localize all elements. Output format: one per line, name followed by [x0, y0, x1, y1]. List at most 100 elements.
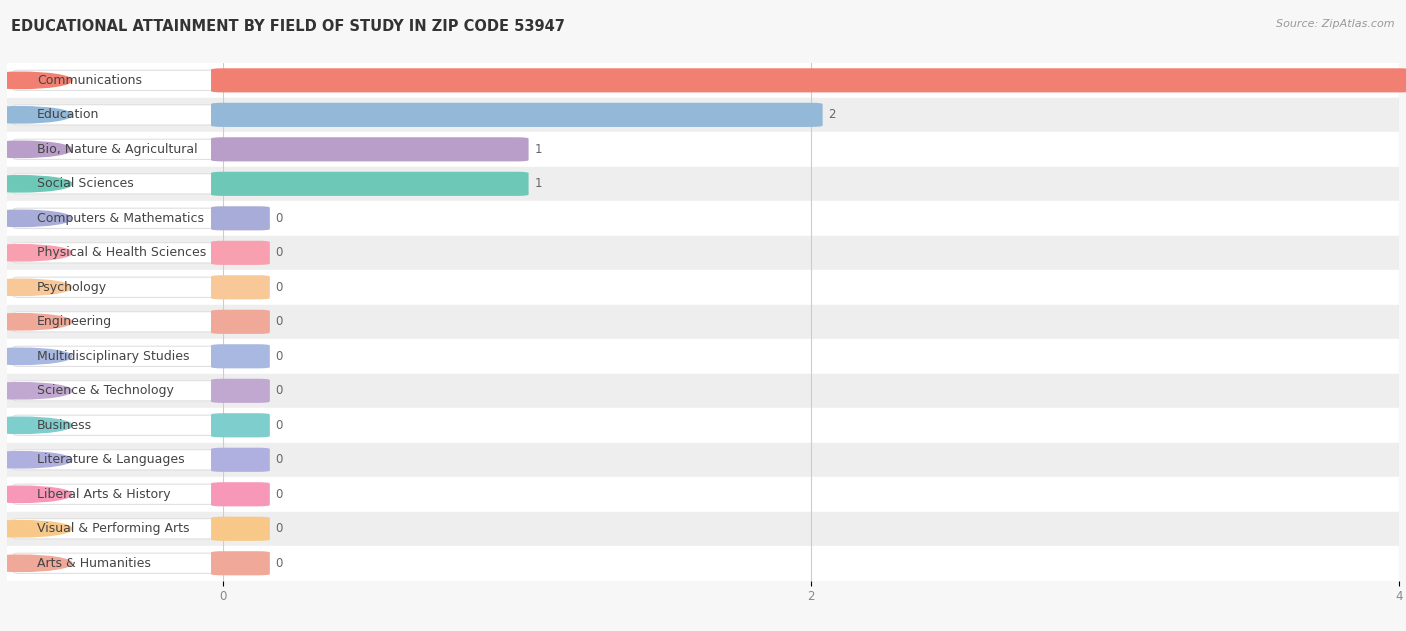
FancyBboxPatch shape [211, 413, 270, 437]
Circle shape [0, 175, 72, 192]
Text: 0: 0 [276, 246, 283, 259]
Circle shape [0, 314, 72, 330]
Circle shape [0, 72, 72, 88]
Text: 0: 0 [276, 350, 283, 363]
FancyBboxPatch shape [211, 379, 270, 403]
Bar [7, 63, 222, 98]
Text: 2: 2 [828, 109, 837, 121]
Text: Literature & Languages: Literature & Languages [37, 453, 184, 466]
Bar [7, 132, 222, 167]
Text: Social Sciences: Social Sciences [37, 177, 134, 191]
Text: Engineering: Engineering [37, 316, 112, 328]
Text: Science & Technology: Science & Technology [37, 384, 174, 398]
FancyBboxPatch shape [211, 517, 270, 541]
Bar [222, 374, 1399, 408]
Circle shape [0, 245, 72, 261]
Text: Education: Education [37, 109, 100, 121]
Text: Business: Business [37, 419, 93, 432]
Bar [222, 305, 1399, 339]
Bar [7, 477, 222, 512]
Circle shape [0, 348, 72, 365]
FancyBboxPatch shape [211, 448, 270, 472]
Circle shape [0, 417, 72, 433]
Text: 1: 1 [534, 177, 541, 191]
Bar [7, 546, 222, 581]
Text: Computers & Mathematics: Computers & Mathematics [37, 212, 204, 225]
Text: Physical & Health Sciences: Physical & Health Sciences [37, 246, 207, 259]
Bar [222, 546, 1399, 581]
FancyBboxPatch shape [211, 275, 270, 299]
Bar [222, 201, 1399, 235]
Text: Liberal Arts & History: Liberal Arts & History [37, 488, 172, 501]
Text: Visual & Performing Arts: Visual & Performing Arts [37, 522, 190, 535]
Bar [7, 408, 222, 442]
Bar [7, 374, 222, 408]
Bar [222, 477, 1399, 512]
Circle shape [0, 107, 72, 123]
Text: EDUCATIONAL ATTAINMENT BY FIELD OF STUDY IN ZIP CODE 53947: EDUCATIONAL ATTAINMENT BY FIELD OF STUDY… [11, 19, 565, 34]
FancyBboxPatch shape [211, 345, 270, 369]
FancyBboxPatch shape [211, 68, 1406, 92]
FancyBboxPatch shape [14, 519, 221, 539]
Circle shape [0, 452, 72, 468]
FancyBboxPatch shape [211, 310, 270, 334]
Bar [7, 442, 222, 477]
Bar [222, 167, 1399, 201]
Text: 0: 0 [276, 384, 283, 398]
FancyBboxPatch shape [14, 346, 221, 367]
FancyBboxPatch shape [211, 103, 823, 127]
Bar [222, 132, 1399, 167]
Bar [222, 63, 1399, 98]
FancyBboxPatch shape [211, 551, 270, 575]
FancyBboxPatch shape [14, 208, 221, 228]
Circle shape [0, 279, 72, 295]
FancyBboxPatch shape [211, 138, 529, 162]
Text: 0: 0 [276, 212, 283, 225]
Circle shape [0, 210, 72, 227]
Bar [7, 512, 222, 546]
FancyBboxPatch shape [14, 553, 221, 574]
Text: 0: 0 [276, 522, 283, 535]
FancyBboxPatch shape [211, 206, 270, 230]
Bar [7, 167, 222, 201]
Bar [222, 408, 1399, 442]
Circle shape [0, 521, 72, 537]
Bar [7, 98, 222, 132]
Bar [7, 305, 222, 339]
Bar [222, 235, 1399, 270]
Text: 0: 0 [276, 488, 283, 501]
Text: 0: 0 [276, 453, 283, 466]
FancyBboxPatch shape [211, 241, 270, 265]
FancyBboxPatch shape [14, 415, 221, 435]
Bar [222, 512, 1399, 546]
FancyBboxPatch shape [14, 450, 221, 470]
Circle shape [0, 486, 72, 502]
Text: Multidisciplinary Studies: Multidisciplinary Studies [37, 350, 190, 363]
FancyBboxPatch shape [14, 70, 221, 90]
Text: Communications: Communications [37, 74, 142, 87]
Bar [222, 442, 1399, 477]
Circle shape [0, 382, 72, 399]
Text: Source: ZipAtlas.com: Source: ZipAtlas.com [1277, 19, 1395, 29]
Text: 0: 0 [276, 419, 283, 432]
Text: Arts & Humanities: Arts & Humanities [37, 557, 150, 570]
Bar [7, 270, 222, 305]
FancyBboxPatch shape [14, 380, 221, 401]
Text: Bio, Nature & Agricultural: Bio, Nature & Agricultural [37, 143, 198, 156]
Text: 0: 0 [276, 557, 283, 570]
Bar [222, 270, 1399, 305]
FancyBboxPatch shape [14, 139, 221, 160]
Bar [7, 235, 222, 270]
Bar [7, 339, 222, 374]
Bar [7, 201, 222, 235]
Text: 1: 1 [534, 143, 541, 156]
FancyBboxPatch shape [211, 482, 270, 506]
FancyBboxPatch shape [211, 172, 529, 196]
Bar [222, 339, 1399, 374]
FancyBboxPatch shape [14, 105, 221, 125]
FancyBboxPatch shape [14, 312, 221, 332]
Bar [222, 98, 1399, 132]
Text: 0: 0 [276, 316, 283, 328]
Text: 0: 0 [276, 281, 283, 294]
Circle shape [0, 555, 72, 572]
